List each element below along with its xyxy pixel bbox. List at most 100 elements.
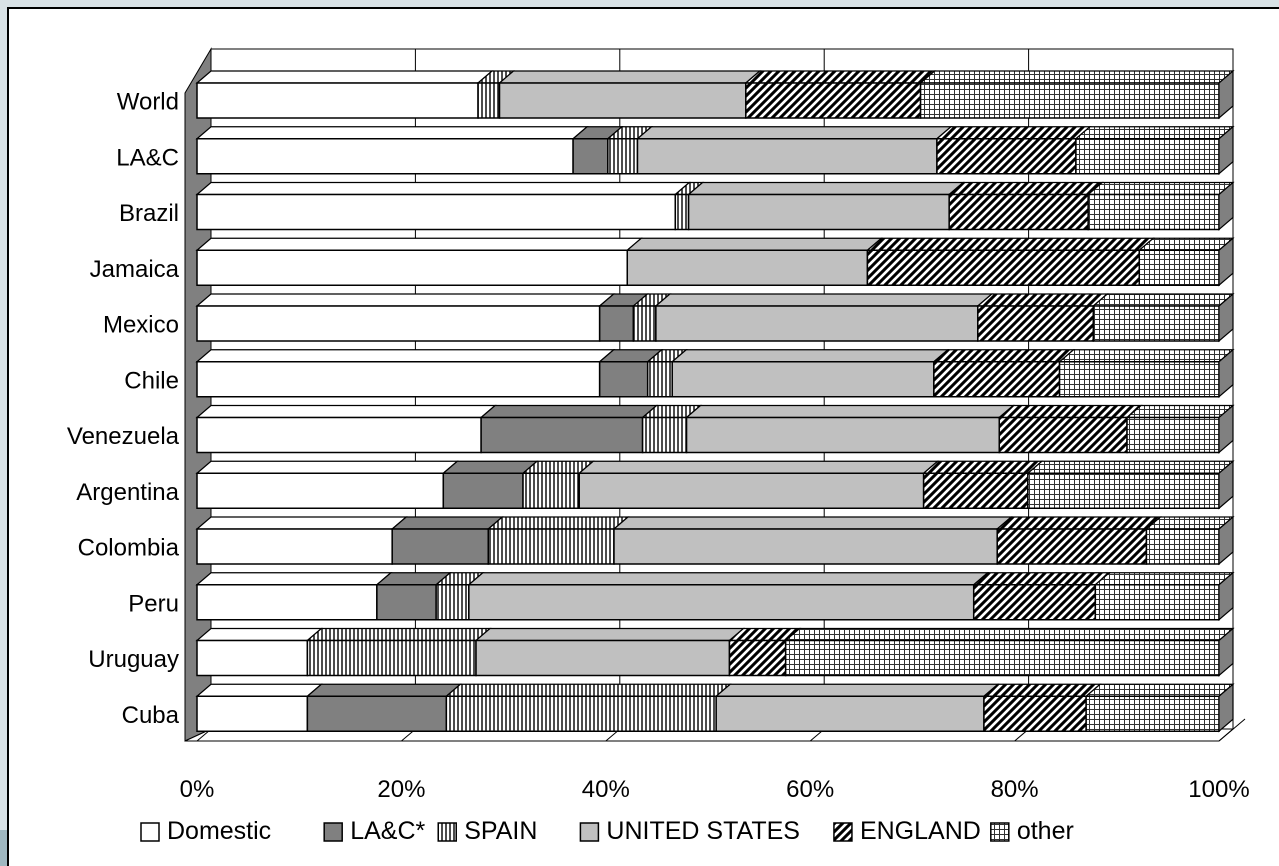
y-category-label: Chile <box>124 367 179 394</box>
bar-front-face <box>196 416 482 454</box>
bar-front-face <box>306 639 477 677</box>
legend-label: UNITED STATES <box>606 817 800 845</box>
bar-top-face <box>195 627 323 642</box>
bar-front-face <box>196 361 601 398</box>
legend-label: SPAIN <box>464 817 537 845</box>
bar-top-face <box>686 181 965 196</box>
y-category-label: Jamaica <box>90 256 180 283</box>
bar-front-face <box>1085 695 1220 732</box>
bar-segment-united-states <box>612 516 1013 565</box>
bar-top-face <box>995 516 1163 530</box>
bar-segment-united-states <box>686 181 965 231</box>
bar-segment-spain <box>444 683 732 732</box>
bar-top-face <box>1086 181 1235 196</box>
bar-end-cap <box>1218 404 1234 454</box>
bar-segment-other <box>1057 349 1235 398</box>
bar-segment-la-c <box>441 460 539 509</box>
bar-front-face <box>1087 193 1220 231</box>
bar-segment-england <box>997 404 1143 454</box>
bar-end-cap <box>1218 125 1234 176</box>
bar-front-face <box>607 138 639 175</box>
legend-swatch <box>323 822 343 842</box>
bar-front-face <box>866 249 1141 286</box>
bar-top-face <box>714 683 1000 697</box>
bar-segment-england <box>744 70 937 119</box>
y-category-label: Peru <box>128 590 179 617</box>
bar-front-face <box>598 305 635 342</box>
bar-front-face <box>435 584 470 621</box>
bar-segment-domestic <box>195 181 691 231</box>
bar-end-cap <box>1218 348 1234 399</box>
bar-front-face <box>641 416 688 454</box>
bar-segment-united-states <box>467 572 990 621</box>
bar-segment-la-c <box>375 572 452 621</box>
bar-segment-other <box>1093 572 1235 621</box>
bar-top-face <box>497 70 762 84</box>
bar-top-face <box>976 293 1109 307</box>
bar-top-face <box>474 627 746 642</box>
bar-front-face <box>477 82 501 119</box>
bar-top-face <box>932 349 1076 363</box>
bar-top-face <box>1125 404 1235 419</box>
bar-segment-domestic <box>195 237 643 286</box>
bar-segment-spain <box>305 627 492 677</box>
bar-front-face <box>685 416 1001 454</box>
bar-top-face <box>305 683 462 697</box>
bar-segment-spain <box>521 460 595 509</box>
bar-front-face <box>636 138 938 175</box>
bar-top-face <box>670 349 950 363</box>
bar-front-face <box>196 528 393 565</box>
y-category-label: Cuba <box>122 702 180 729</box>
legend-item-spain: SPAIN <box>437 817 537 845</box>
bar-front-face <box>306 695 448 732</box>
bar-front-face <box>715 695 985 732</box>
legend-item-la-c: LA&C* <box>323 817 425 845</box>
bar-segment-domestic <box>195 349 616 398</box>
bar-front-face <box>196 82 479 119</box>
bar-front-face <box>196 472 445 509</box>
bar-segment-domestic <box>195 516 408 565</box>
bar-front-face <box>632 305 657 342</box>
bar-front-face <box>598 361 649 398</box>
x-tick-label: 100% <box>1188 776 1249 803</box>
bar-top-face <box>684 404 1015 419</box>
bar-front-face <box>196 138 574 175</box>
bar-front-face <box>948 193 1089 231</box>
bar-top-face <box>486 516 630 530</box>
bar-top-face <box>195 683 323 697</box>
bar-top-face <box>444 683 732 697</box>
legend-label: Domestic <box>167 817 271 845</box>
legend-item-united-states: UNITED STATES <box>579 817 800 845</box>
bar-segment-united-states <box>577 460 940 509</box>
bar-segment-united-states <box>714 683 1000 732</box>
bar-segment-united-states <box>654 293 994 342</box>
bar-segment-england <box>922 460 1044 509</box>
bar-end-cap <box>1218 459 1234 510</box>
bar-end-cap <box>1218 627 1234 677</box>
legend-swatch <box>579 822 600 842</box>
bar-top-face <box>612 516 1013 530</box>
bar-front-face <box>1138 249 1220 286</box>
bar-segment-domestic <box>195 460 459 509</box>
y-category-label: Colombia <box>78 535 180 562</box>
bar-top-face <box>305 627 492 642</box>
bar-end-cap <box>1218 571 1234 622</box>
bar-front-face <box>671 361 935 398</box>
bar-front-face <box>922 472 1029 509</box>
y-category-label: LA&C <box>116 144 179 171</box>
bar-top-face <box>195 404 497 419</box>
legend-label: ENGLAND <box>860 817 981 845</box>
bar-front-face <box>480 416 644 454</box>
legend-item-other: other <box>990 817 1074 845</box>
bar-top-face <box>625 237 884 251</box>
legend-item-domestic: Domestic <box>140 817 271 845</box>
bar-front-face <box>674 193 690 231</box>
bar-segment-other <box>1125 404 1235 454</box>
bar-top-face <box>1137 237 1235 251</box>
bar-segment-la-c <box>479 404 659 454</box>
bar-top-face <box>972 572 1111 586</box>
y-category-label: Mexico <box>103 312 179 339</box>
legend-label: other <box>1017 817 1074 845</box>
bar-segment-la-c <box>571 126 624 175</box>
bar-front-face <box>196 305 601 342</box>
